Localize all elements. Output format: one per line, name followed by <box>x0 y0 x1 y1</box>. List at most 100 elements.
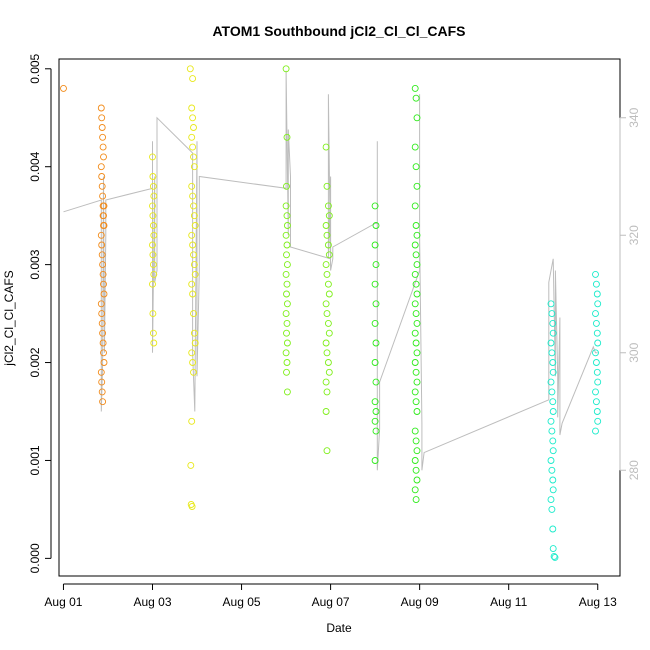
data-point-s4-26 <box>592 270 599 278</box>
data-point-s3-33 <box>411 329 419 337</box>
data-point-s0-2 <box>98 114 106 122</box>
data-point-s0-6 <box>100 153 107 161</box>
data-point-s3-24 <box>411 241 419 249</box>
data-point-s1-35 <box>188 280 196 288</box>
data-point-s3-36 <box>411 359 419 366</box>
data-point-s3-5 <box>372 300 380 308</box>
data-point-s1-27 <box>190 202 197 210</box>
data-point-s3-32 <box>413 319 421 327</box>
data-point-s2-15 <box>283 319 291 327</box>
data-point-s4-22 <box>549 525 557 533</box>
data-point-s4-5 <box>548 349 556 357</box>
data-point-s2-2 <box>283 182 290 190</box>
data-point-s3-35 <box>413 349 421 357</box>
data-point-s0-14 <box>97 231 105 239</box>
data-point-s3-17 <box>413 114 421 122</box>
data-point-s3-3 <box>372 261 380 269</box>
data-point-s2-44 <box>322 408 330 415</box>
data-point-s0-7 <box>97 163 105 171</box>
y2-tick-label-3: 340 <box>627 107 641 127</box>
data-point-s1-10 <box>149 261 157 269</box>
data-point-s3-44 <box>413 447 421 455</box>
data-point-s1-38 <box>190 329 198 337</box>
data-point-s3-23 <box>413 231 421 239</box>
data-point-s2-6 <box>282 231 290 239</box>
data-point-s3-41 <box>413 408 421 415</box>
data-point-s3-14 <box>371 457 379 464</box>
data-point-s0-27 <box>100 359 108 366</box>
data-point-s3-47 <box>413 476 421 484</box>
data-point-s3-18 <box>411 143 419 151</box>
data-point-s4-17 <box>548 466 556 474</box>
x-tick-label-5: Aug 11 <box>490 595 527 609</box>
y-tick-label-1: 0.001 <box>28 445 42 475</box>
data-point-s4-24 <box>550 552 558 560</box>
data-point-s1-24 <box>190 163 198 171</box>
data-point-s2-43 <box>323 388 331 396</box>
data-point-s2-29 <box>325 251 333 259</box>
data-point-s1-20 <box>190 124 197 131</box>
data-point-s1-3 <box>150 192 158 200</box>
data-point-s4-42 <box>592 427 599 435</box>
data-point-s3-38 <box>413 378 421 386</box>
data-point-s0-5 <box>99 143 107 151</box>
data-point-s2-7 <box>283 241 291 249</box>
y-tick-label-3: 0.003 <box>28 249 42 279</box>
data-point-s3-7 <box>372 339 380 347</box>
data-point-s4-14 <box>549 437 557 445</box>
data-point-s3-25 <box>412 251 420 259</box>
data-point-s2-13 <box>283 300 291 308</box>
data-point-s2-24 <box>324 202 332 210</box>
data-point-s1-25 <box>188 182 196 190</box>
data-point-s4-0 <box>547 300 555 308</box>
data-point-s4-10 <box>549 398 557 406</box>
y-tick-label-4: 0.004 <box>28 151 42 181</box>
data-point-s4-36 <box>593 368 601 376</box>
data-point-s4-38 <box>592 388 599 396</box>
data-point-s2-34 <box>322 300 330 308</box>
data-point-s3-6 <box>371 319 379 327</box>
data-point-s1-11 <box>150 270 158 278</box>
data-point-s1-17 <box>189 75 197 83</box>
data-point-s2-45 <box>323 447 331 455</box>
data-point-s4-30 <box>592 310 599 318</box>
x-axis-label: Date <box>326 621 352 635</box>
data-point-s2-37 <box>325 329 333 337</box>
data-point-s3-22 <box>412 222 420 229</box>
data-point-s3-37 <box>412 368 420 376</box>
data-point-s0-3 <box>98 124 106 131</box>
data-point-s1-46 <box>188 503 196 510</box>
data-point-s1-28 <box>190 212 198 220</box>
data-point-s1-30 <box>188 231 196 239</box>
data-point-s0-17 <box>99 261 107 269</box>
data-point-s3-12 <box>371 417 379 425</box>
data-point-s3-30 <box>411 300 419 308</box>
data-point-s4-4 <box>547 339 555 347</box>
data-point-s3-8 <box>371 359 379 366</box>
data-point-s4-13 <box>548 427 556 435</box>
data-point-s2-11 <box>283 280 291 288</box>
data-point-s4-3 <box>549 329 557 337</box>
y2-tick-label-1: 300 <box>627 342 641 362</box>
y-axis-label: jCl2_Cl_Cl_CAFS <box>2 270 16 366</box>
data-point-s2-41 <box>325 368 333 376</box>
data-point-s3-21 <box>411 202 419 210</box>
data-point-s4-12 <box>547 417 555 425</box>
data-point-s2-33 <box>325 290 333 298</box>
data-point-s0-28 <box>97 368 105 376</box>
data-point-s3-13 <box>372 427 380 435</box>
data-point-s2-3 <box>282 202 290 210</box>
data-point-s3-20 <box>413 182 421 190</box>
data-point-s0-18 <box>99 270 107 278</box>
data-point-s1-14 <box>149 329 157 337</box>
data-point-s1-13 <box>149 310 157 318</box>
data-point-s2-16 <box>283 329 290 337</box>
data-point-s1-18 <box>188 104 196 112</box>
data-point-s1-15 <box>150 339 158 347</box>
x-tick-label-2: Aug 05 <box>223 595 261 609</box>
altitude-trace-line <box>63 70 598 471</box>
data-point-s1-40 <box>188 349 196 357</box>
data-point-s1-9 <box>149 251 157 259</box>
data-point-s2-38 <box>322 339 330 347</box>
